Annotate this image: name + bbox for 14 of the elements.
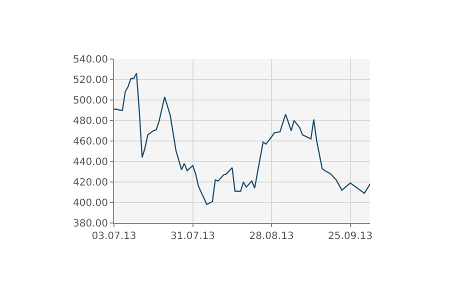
y-tick-label: 500.00 — [73, 96, 108, 106]
y-tick-label: 540.00 — [73, 54, 108, 66]
x-tick-label: 25.09.13 — [328, 231, 373, 242]
x-tick-label: 28.08.13 — [249, 231, 294, 242]
y-tick-label: 480.00 — [73, 116, 108, 127]
y-tick-label: 440.00 — [73, 157, 108, 168]
y-tick-label: 400.00 — [73, 198, 108, 209]
line-series — [114, 72, 370, 206]
y-tick-label: 380.00 — [73, 218, 108, 230]
y-tick-label: 420.00 — [73, 178, 108, 188]
y-tick-label: 460.00 — [73, 136, 108, 148]
x-tick-label: 03.07.13 — [92, 231, 136, 242]
x-tick-label: 31.07.13 — [170, 231, 216, 242]
y-tick-label: 520.00 — [73, 75, 108, 86]
